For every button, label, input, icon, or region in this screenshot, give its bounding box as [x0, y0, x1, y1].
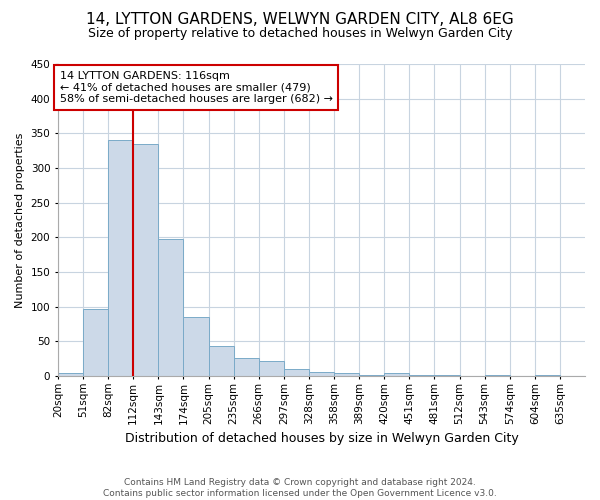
- Bar: [284, 369, 309, 376]
- Bar: [158, 240, 184, 376]
- Bar: [83, 308, 108, 376]
- Bar: [384, 372, 409, 376]
- Bar: [209, 346, 233, 376]
- Bar: [259, 360, 284, 376]
- Bar: [233, 358, 259, 376]
- Bar: [359, 374, 384, 376]
- Bar: [184, 317, 209, 376]
- X-axis label: Distribution of detached houses by size in Welwyn Garden City: Distribution of detached houses by size …: [125, 432, 518, 445]
- Bar: [58, 372, 83, 376]
- Text: Size of property relative to detached houses in Welwyn Garden City: Size of property relative to detached ho…: [88, 28, 512, 40]
- Y-axis label: Number of detached properties: Number of detached properties: [15, 132, 25, 308]
- Bar: [535, 374, 560, 376]
- Bar: [309, 372, 334, 376]
- Bar: [133, 144, 158, 376]
- Text: 14 LYTTON GARDENS: 116sqm
← 41% of detached houses are smaller (479)
58% of semi: 14 LYTTON GARDENS: 116sqm ← 41% of detac…: [59, 71, 332, 104]
- Text: Contains HM Land Registry data © Crown copyright and database right 2024.
Contai: Contains HM Land Registry data © Crown c…: [103, 478, 497, 498]
- Bar: [108, 140, 133, 376]
- Text: 14, LYTTON GARDENS, WELWYN GARDEN CITY, AL8 6EG: 14, LYTTON GARDENS, WELWYN GARDEN CITY, …: [86, 12, 514, 28]
- Bar: [334, 373, 359, 376]
